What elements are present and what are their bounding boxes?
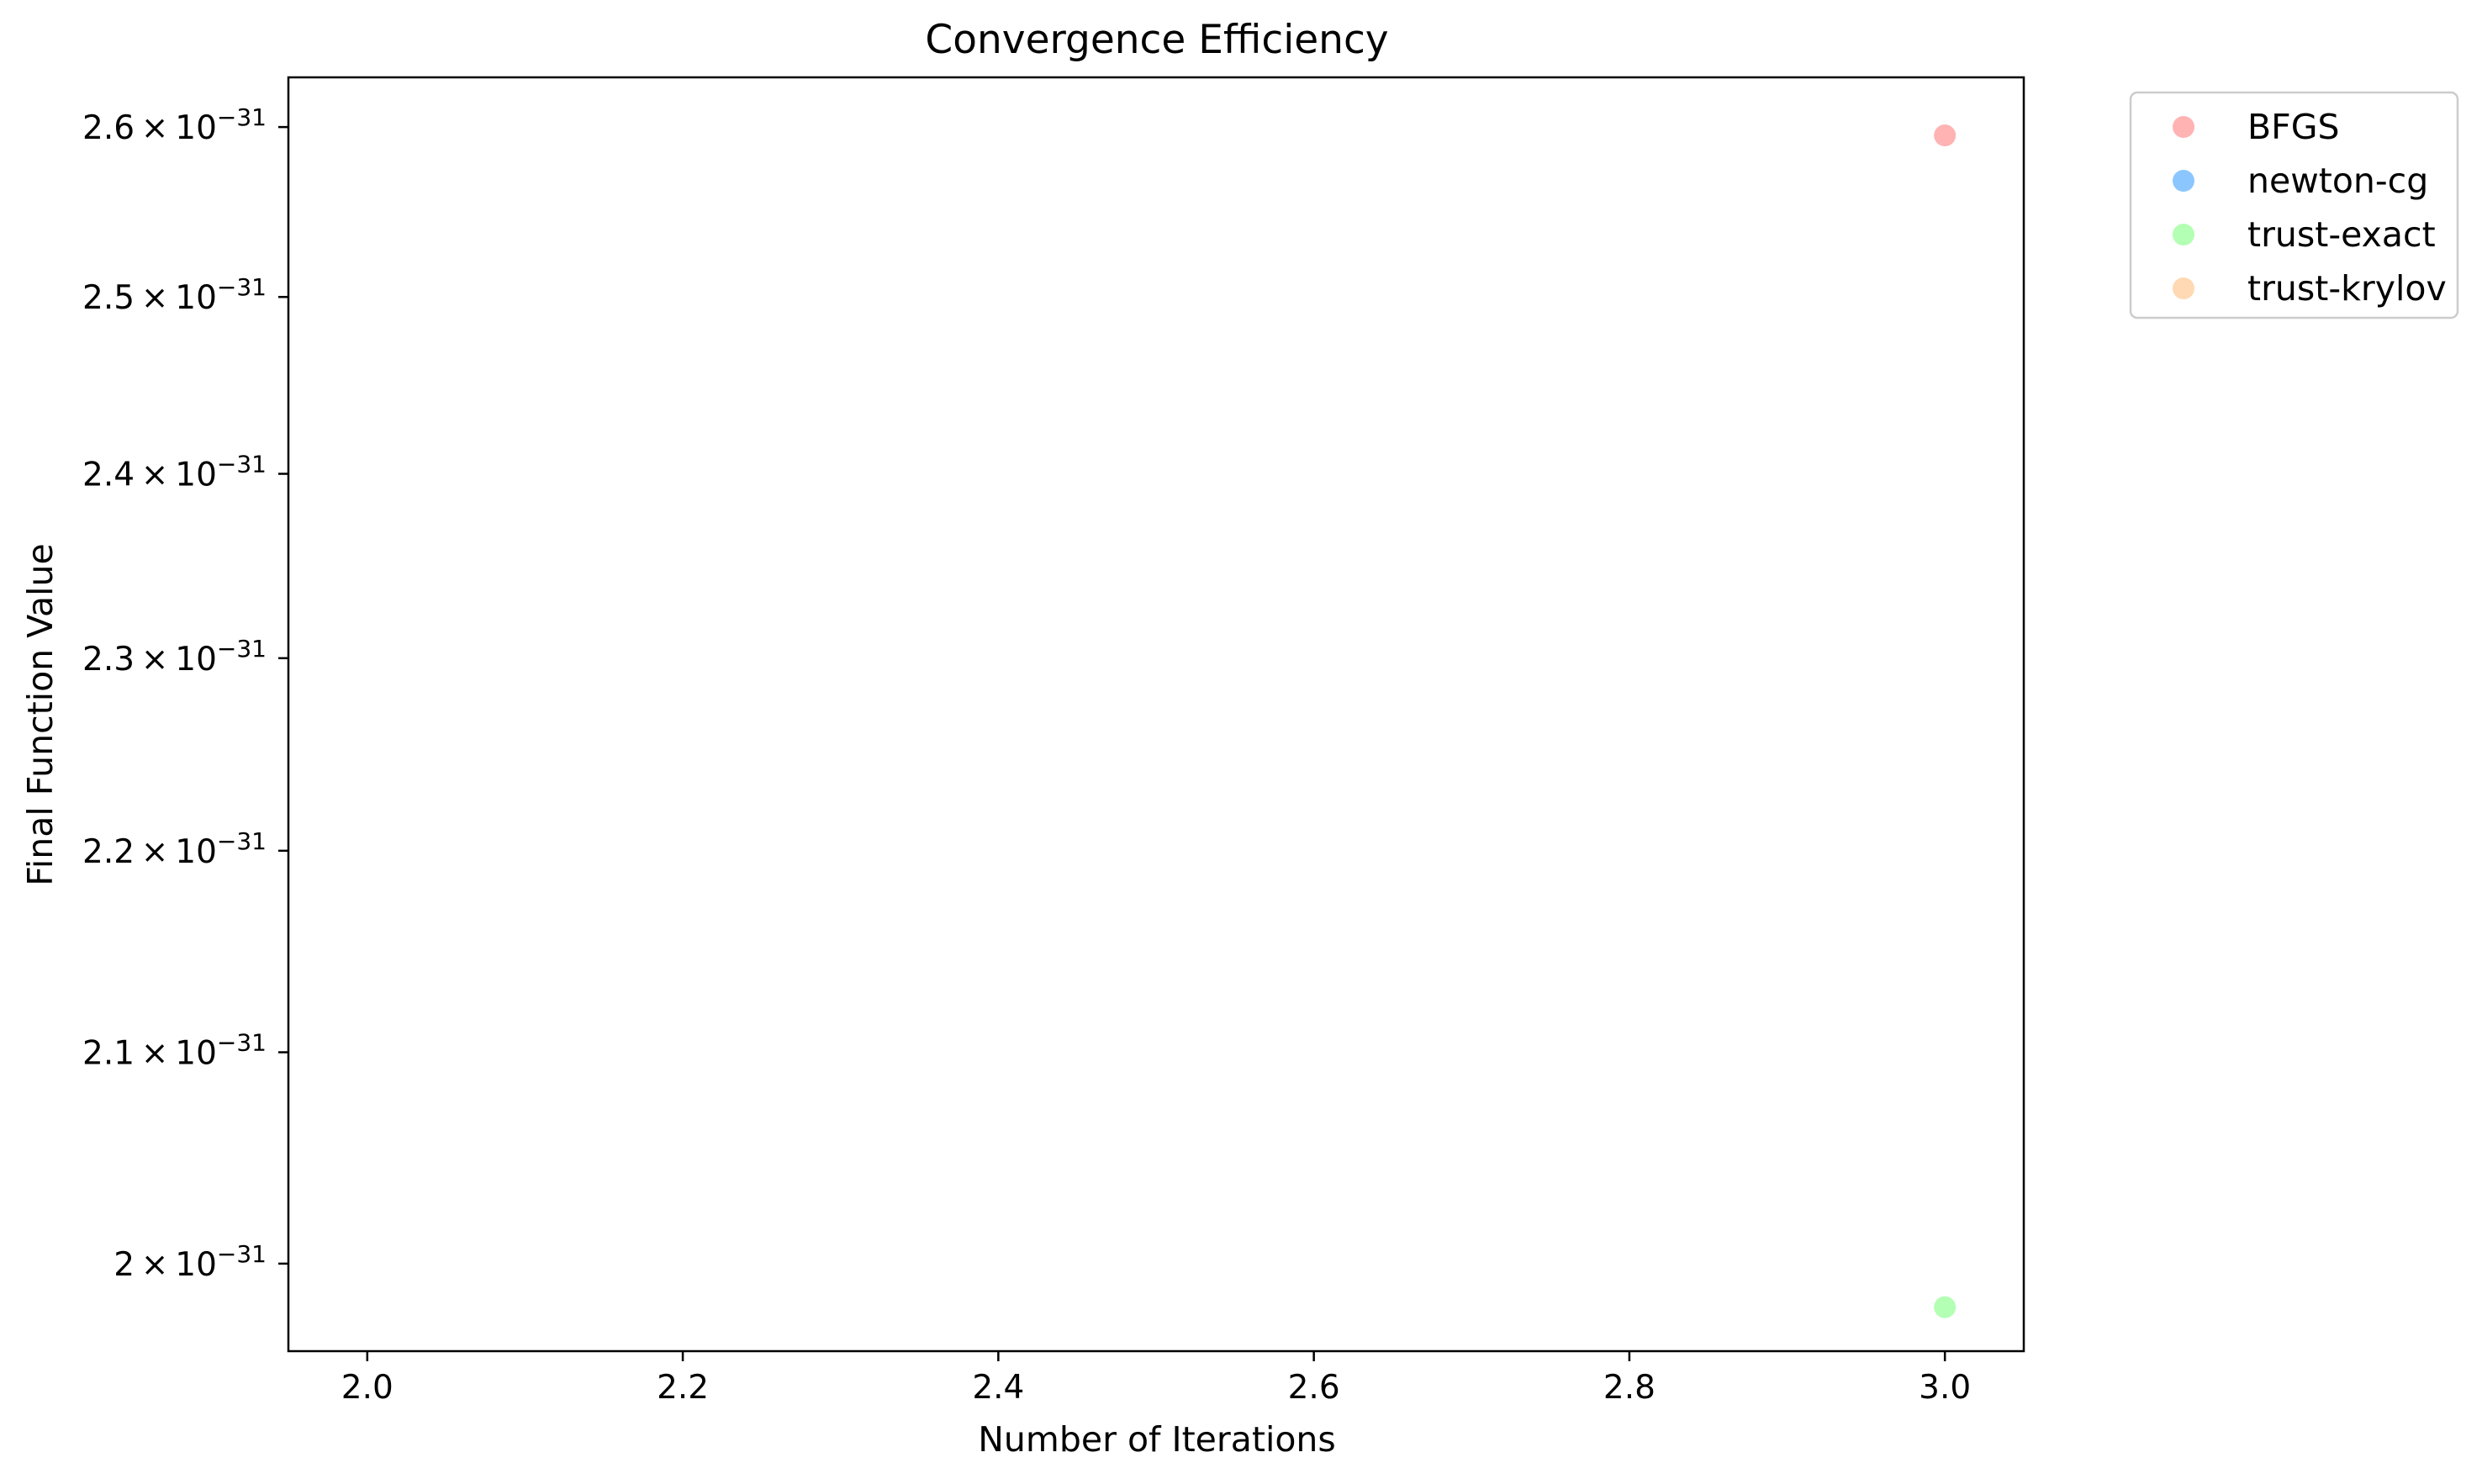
legend-label-trust-exact: trust-exact: [2247, 214, 2436, 255]
y-tick-label: 2.2 × 10−31: [82, 827, 267, 871]
legend-label-newton-cg: newton-cg: [2247, 161, 2428, 201]
legend-frame: [2129, 91, 2459, 320]
x-tick-label: 2.6: [1288, 1369, 1340, 1407]
y-tick-label: 2.1 × 10−31: [82, 1029, 267, 1073]
legend: BFGS newton-cg trust-exact trust-krylov: [2129, 91, 2459, 320]
x-axis-ticks: 2.0 2.2 2.4 2.6 2.8 3.0: [341, 1351, 1971, 1407]
y-tick-label: 2.5 × 10−31: [82, 273, 267, 317]
chart-title: Convergence Efficiency: [925, 17, 1388, 63]
y-axis-label: Final Function Value: [20, 543, 61, 886]
legend-label-bfgs: BFGS: [2247, 107, 2340, 147]
y-tick-label: 2.4 × 10−31: [82, 451, 267, 494]
x-tick-label: 2.0: [341, 1369, 393, 1407]
y-tick-label: 2.6 × 10−31: [82, 103, 267, 147]
y-axis-ticks: 2.6 × 10−31 2.5 × 10−31 2.4 × 10−31 2.3 × 1…: [82, 103, 288, 1284]
legend-items: BFGS newton-cg trust-exact trust-krylov: [2173, 107, 2447, 309]
y-tick-label: 2.3 × 10−31: [82, 635, 267, 679]
plot-area-frame: [287, 76, 2025, 1353]
x-tick-label: 2.4: [972, 1369, 1024, 1407]
x-tick-label: 3.0: [1919, 1369, 1971, 1407]
data-point-trust-exact: [1934, 1296, 1957, 1318]
legend-label-trust-krylov: trust-krylov: [2247, 268, 2447, 309]
x-axis-label: Number of Iterations: [978, 1419, 1336, 1460]
data-points: [1934, 124, 1957, 1318]
data-point-bfgs: [1934, 124, 1957, 147]
x-tick-label: 2.8: [1603, 1369, 1656, 1407]
x-tick-label: 2.2: [657, 1369, 709, 1407]
legend-marker-trust-krylov: [2173, 277, 2194, 299]
y-tick-label: 2 × 10−31: [114, 1240, 267, 1284]
legend-marker-trust-exact: [2173, 224, 2194, 246]
legend-marker-bfgs: [2173, 116, 2194, 138]
legend-marker-newton-cg: [2173, 170, 2194, 192]
